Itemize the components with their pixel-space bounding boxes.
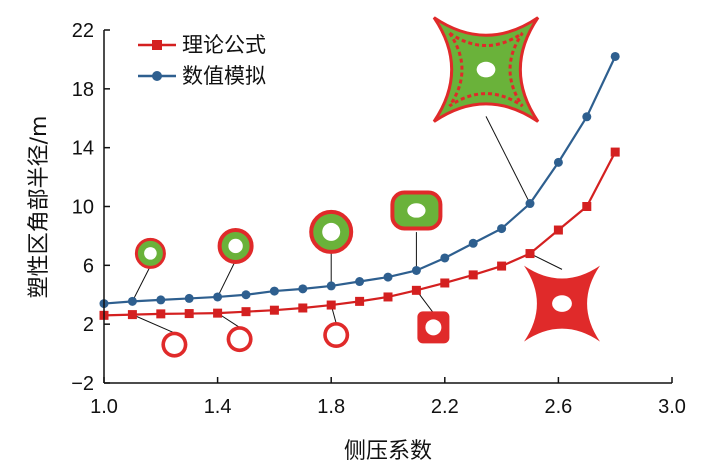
data-point-square	[298, 303, 308, 313]
data-point-circle	[411, 265, 421, 275]
axes: 1.0 1.4 1.8 2.2 2.6 3.0 −2 2 6 10 14 18 22	[71, 20, 686, 418]
series-layer	[99, 51, 620, 320]
x-tick-label: 2.2	[431, 396, 459, 418]
series-line-1	[103, 56, 617, 305]
inset-leader-line	[485, 116, 531, 204]
inset-leader-line	[217, 260, 237, 298]
plastic-zone-inset	[432, 16, 540, 204]
inset-opening	[230, 329, 249, 349]
data-point-square	[156, 309, 166, 319]
data-point-square	[610, 147, 620, 157]
inset-leader-line	[131, 265, 151, 302]
plastic-zone-inset	[390, 190, 443, 271]
data-point-square	[411, 285, 421, 295]
data-point-circle	[468, 238, 478, 248]
plastic-zone-inset	[524, 253, 600, 342]
plastic-zone-inset	[131, 237, 166, 302]
x-tick-label: 3.0	[658, 396, 686, 418]
data-point-square	[497, 261, 507, 271]
data-point-square	[326, 300, 336, 310]
y-tick-label: 6	[83, 255, 94, 277]
data-point-square	[213, 308, 223, 318]
data-point-circle	[610, 51, 620, 61]
data-point-square	[184, 309, 194, 319]
data-point-circle	[213, 292, 223, 302]
data-point-circle	[241, 290, 251, 300]
inset-opening	[165, 335, 184, 354]
data-point-square	[355, 296, 365, 306]
data-point-square	[269, 305, 279, 315]
legend-label-theory: 理论公式	[182, 33, 266, 57]
plastic-zone-inset	[416, 290, 450, 344]
y-tick-label: 14	[72, 138, 94, 160]
data-point-circle	[156, 295, 166, 305]
data-point-square	[241, 307, 251, 317]
data-point-circle	[383, 272, 393, 282]
data-point-circle	[553, 157, 563, 167]
data-point-circle	[440, 253, 450, 263]
data-point-square	[440, 278, 450, 288]
data-point-square	[553, 225, 563, 235]
legend-label-numerical: 数值模拟	[182, 64, 266, 88]
inset-leader-line	[132, 314, 175, 334]
data-point-square	[468, 270, 478, 280]
inset-leader-line	[529, 253, 563, 270]
inset-opening	[322, 222, 341, 241]
inset-opening	[326, 325, 346, 345]
x-tick-label: 2.6	[544, 396, 572, 418]
data-point-circle	[184, 293, 194, 303]
data-point-square	[525, 249, 535, 259]
data-point-circle	[525, 199, 535, 209]
inset-opening	[425, 319, 442, 336]
legend-marker-theory	[152, 40, 162, 50]
legend-marker-numerical	[152, 71, 162, 81]
data-point-circle	[127, 296, 137, 306]
y-tick-label: 18	[72, 79, 94, 101]
plastic-zone-inset	[323, 304, 350, 349]
inset-opening	[228, 238, 243, 254]
legend: 理论公式 数值模拟	[138, 33, 266, 88]
y-tick-label: 22	[72, 20, 94, 42]
data-point-circle	[497, 224, 507, 234]
y-axis-title: 塑性区角部半径/m	[27, 116, 52, 299]
data-point-circle	[269, 286, 279, 296]
data-point-circle	[355, 277, 365, 287]
y-tick-label: 2	[83, 314, 94, 336]
data-point-circle	[326, 281, 336, 291]
plastic-zone-inset	[217, 227, 254, 298]
plastic-zone-inset	[309, 209, 354, 286]
data-point-circle	[582, 112, 592, 122]
plastic-zone-inset	[217, 312, 253, 353]
plastic-zone-insets	[131, 16, 600, 358]
inset-opening	[407, 203, 426, 218]
inset-shape-detail	[448, 31, 524, 108]
x-tick-label: 1.0	[90, 396, 118, 418]
plastic-zone-inset	[132, 314, 188, 358]
x-axis-title: 侧压系数	[344, 439, 432, 464]
data-point-square	[582, 202, 592, 211]
x-tick-label: 1.8	[317, 396, 345, 418]
inset-opening	[552, 295, 572, 312]
y-tick-label: −2	[71, 373, 94, 395]
inset-opening	[144, 247, 157, 260]
data-point-square	[383, 292, 393, 302]
x-tick-label: 1.4	[204, 396, 232, 418]
inset-opening	[476, 61, 496, 78]
y-tick-label: 10	[72, 197, 94, 219]
data-point-square	[127, 310, 137, 320]
data-point-circle	[298, 284, 308, 294]
